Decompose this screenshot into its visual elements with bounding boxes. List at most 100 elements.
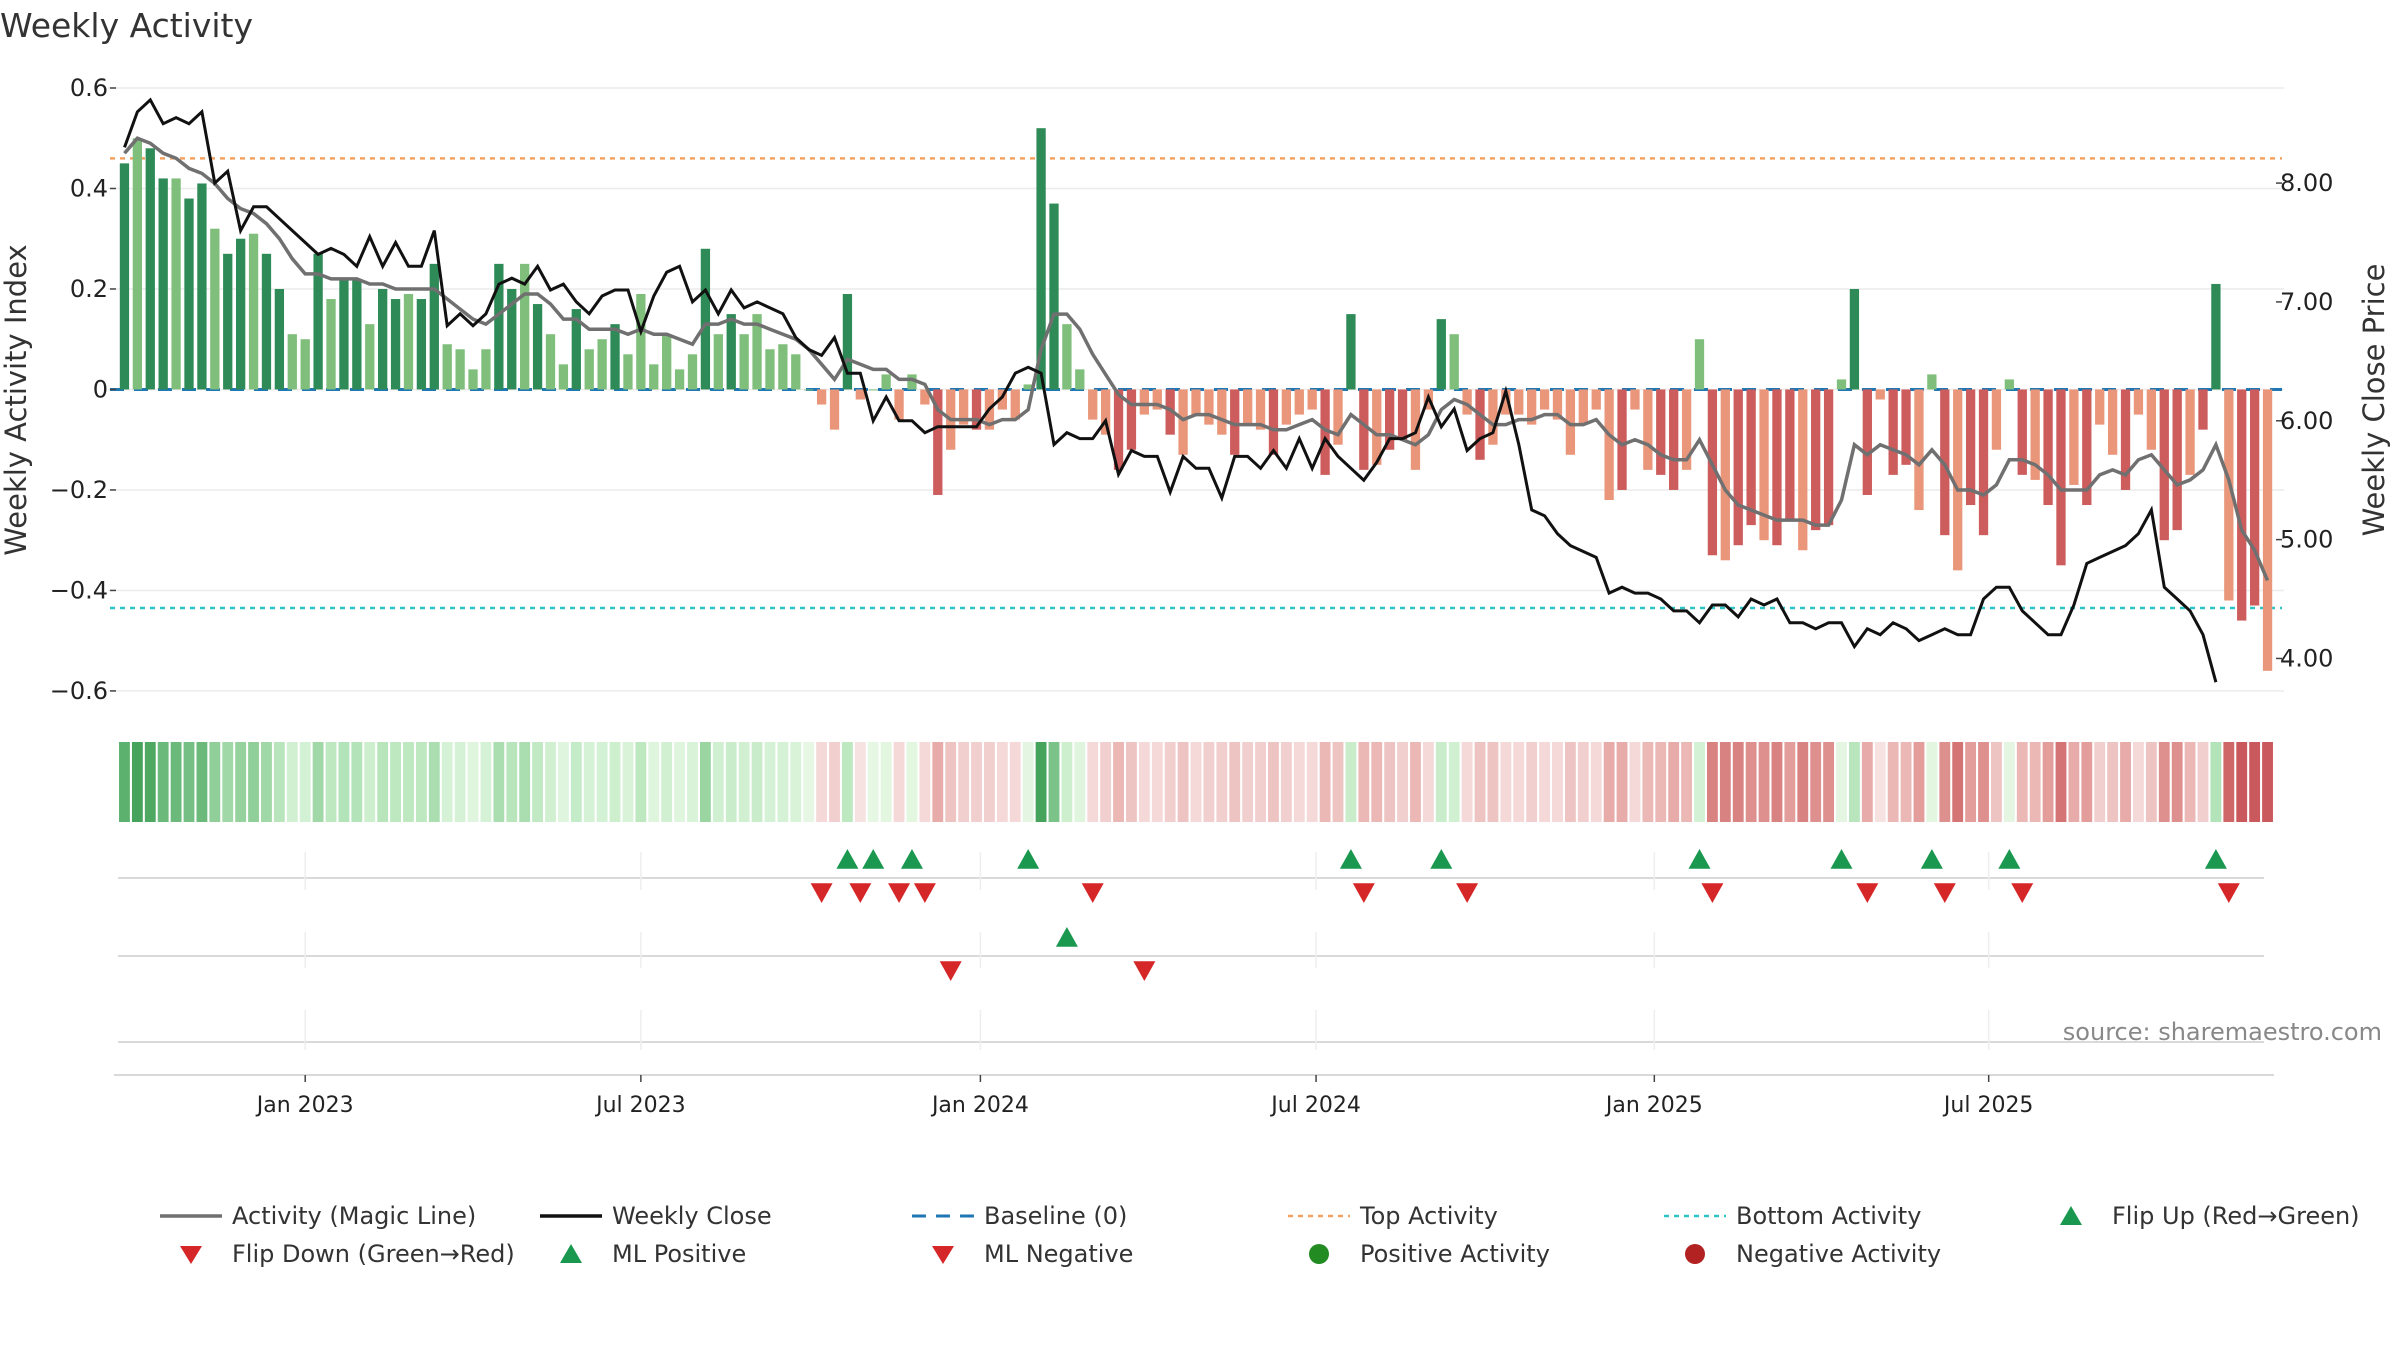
strip-cell	[712, 742, 724, 822]
strip-cell	[1448, 742, 1460, 822]
flip-down-marker	[2217, 883, 2240, 903]
strip-cell	[1655, 742, 1667, 822]
activity-bar	[326, 299, 336, 390]
legend-item: Top Activity	[1288, 1202, 1498, 1230]
y2-tick-label: 4.00	[2280, 644, 2333, 672]
activity-bar	[842, 294, 853, 390]
strip-cell	[596, 742, 608, 822]
strip-cell	[2249, 742, 2261, 822]
strip-cell	[1642, 742, 1654, 822]
legend-item: Bottom Activity	[1664, 1202, 1921, 1230]
activity-bar	[197, 183, 207, 390]
strip-cell	[441, 742, 453, 822]
strip-cell	[209, 742, 221, 822]
strip-cell	[157, 742, 169, 822]
strip-cell	[1681, 742, 1693, 822]
strip-cell	[984, 742, 995, 822]
strip-cell	[480, 742, 492, 822]
flip-down-marker	[2011, 883, 2034, 903]
flip-down-marker	[1856, 883, 1879, 903]
flip-up-marker	[2204, 849, 2227, 869]
activity-bar	[1785, 389, 1795, 521]
flip-up-marker	[900, 849, 923, 869]
legend-swatch	[540, 1214, 602, 1218]
strip-cell	[1797, 742, 1809, 822]
strip-cell	[299, 742, 311, 822]
strip-cell	[609, 742, 621, 822]
activity-bar	[1953, 389, 1963, 571]
strip-cell	[390, 742, 401, 822]
activity-bar	[507, 288, 517, 390]
strip-cell	[1216, 742, 1228, 822]
strip-cell	[273, 742, 285, 822]
strip-cell	[2236, 742, 2248, 822]
activity-bar	[2211, 283, 2221, 390]
legend-label: Negative Activity	[1736, 1240, 1942, 1268]
strip-cell	[2145, 742, 2157, 822]
legend-swatch	[160, 1214, 222, 1218]
strip-cell	[1048, 742, 1060, 822]
strip-cell	[1694, 742, 1705, 822]
legend-label: Activity (Magic Line)	[232, 1202, 477, 1230]
activity-bar	[2107, 389, 2118, 455]
strip-cell	[1229, 742, 1241, 822]
strip-cell	[1397, 742, 1408, 822]
activity-bar	[2004, 379, 2014, 390]
strip-cell	[699, 742, 711, 822]
activity-bar	[1139, 389, 1150, 415]
strip-cell	[2197, 742, 2209, 822]
strip-cell	[1758, 742, 1770, 822]
activity-bar	[1849, 288, 1860, 390]
strip-cell	[1823, 742, 1835, 822]
strip-cell	[1564, 742, 1576, 822]
y2-tick-label: 7.00	[2280, 288, 2333, 316]
activity-bar	[1217, 389, 1227, 435]
legend-item: Baseline (0)	[912, 1202, 1127, 1230]
y-axis-label: Weekly Activity Index	[0, 244, 33, 555]
legend-swatch	[1309, 1244, 1329, 1264]
strip-cell	[1745, 742, 1757, 822]
source-note: source: sharemaestro.com	[2063, 1018, 2382, 1046]
activity-bar	[145, 148, 155, 390]
x-tick-label: Jan 2024	[930, 1093, 1029, 1118]
flip-down-marker	[1456, 883, 1479, 903]
activity-bar	[2069, 389, 2079, 485]
strip-cell	[958, 742, 970, 822]
legend: Activity (Magic Line) Weekly Close Baselin…	[160, 1202, 2400, 1292]
activity-bar	[1927, 374, 1937, 390]
activity-bar	[313, 253, 323, 390]
activity-bar	[287, 334, 297, 390]
activity-bar	[1552, 389, 1563, 420]
activity-bar	[1694, 339, 1705, 390]
strip-cell	[1887, 742, 1899, 822]
strip-cell	[1939, 742, 1951, 822]
activity-bar	[997, 389, 1007, 410]
activity-bar	[520, 263, 530, 390]
flip-down-marker	[1933, 883, 1956, 903]
strip-cell	[1319, 742, 1331, 822]
activity-bar	[623, 354, 633, 390]
strip-cell	[764, 742, 776, 822]
strip-cell	[1126, 742, 1137, 822]
strip-cell	[312, 742, 324, 822]
strip-cell	[1978, 742, 1989, 822]
strip-cell	[1616, 742, 1628, 822]
strip-cell	[2016, 742, 2028, 822]
activity-bar	[2146, 389, 2157, 450]
legend-swatch	[180, 1246, 202, 1264]
strip-cell	[1255, 742, 1266, 822]
activity-bar	[1862, 389, 1872, 495]
activity-bar	[184, 198, 194, 390]
strip-cell	[519, 742, 531, 822]
strip-cell	[415, 742, 427, 822]
chart-title: Weekly Activity	[0, 6, 254, 45]
strip-cell	[1306, 742, 1318, 822]
activity-bar	[468, 369, 478, 390]
activity-bars	[119, 128, 2273, 671]
activity-bar	[1617, 389, 1627, 490]
activity-bar	[1475, 389, 1485, 460]
activity-bar	[223, 253, 233, 390]
strip-cell	[1061, 742, 1073, 822]
activity-bar	[765, 349, 775, 390]
activity-bar	[1811, 389, 1821, 531]
